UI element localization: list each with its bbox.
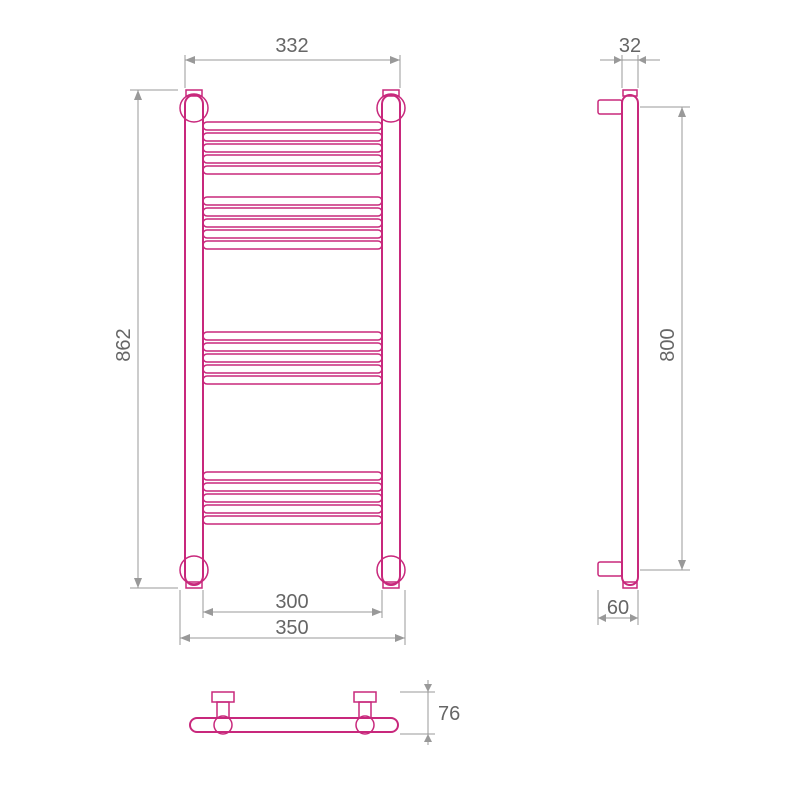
dim-inner-width: 300 (203, 590, 382, 618)
dim-label: 300 (275, 591, 308, 613)
dim-right-height: 800 (640, 107, 690, 570)
top-bracket-right (354, 692, 376, 734)
side-view (598, 90, 638, 588)
rungs-group-4 (203, 472, 382, 524)
top-bracket-left (212, 692, 234, 734)
top-view (190, 692, 398, 734)
dim-top-view-height: 76 (400, 680, 460, 745)
dim-label: 32 (619, 35, 641, 57)
dim-label: 332 (275, 35, 308, 57)
dim-side-depth: 32 (600, 35, 660, 88)
dim-label: 76 (438, 703, 460, 725)
dim-label: 60 (607, 597, 629, 619)
dim-left-height: 862 (113, 90, 178, 588)
rungs-group-1 (203, 122, 382, 174)
dim-side-bottom: 60 (598, 590, 638, 625)
dim-label: 350 (275, 617, 308, 639)
rungs-group-2 (203, 197, 382, 249)
rungs-group-3 (203, 332, 382, 384)
front-view (180, 90, 405, 588)
side-bracket-top (598, 90, 637, 114)
dim-label: 862 (113, 328, 135, 361)
dim-top-width: 332 (185, 35, 400, 88)
dim-label: 800 (657, 328, 679, 361)
technical-drawing: 332 862 300 350 (0, 0, 800, 800)
